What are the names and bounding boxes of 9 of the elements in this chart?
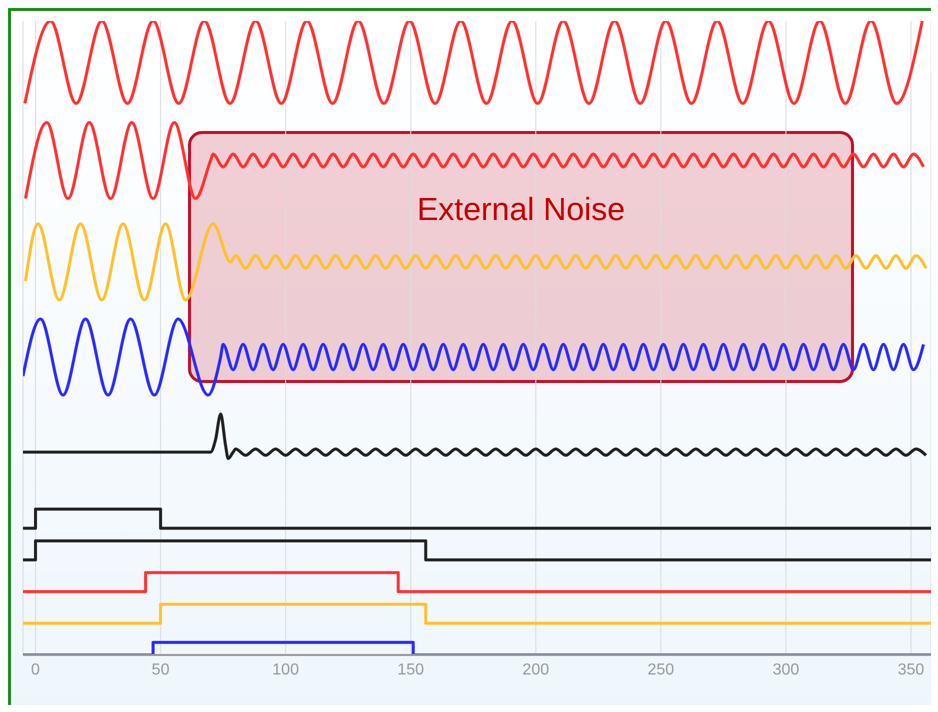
x-tick-label: 0 — [31, 661, 40, 678]
x-tick-label: 300 — [772, 661, 800, 678]
annotation: External Noise — [416, 191, 626, 228]
x-tick-label: 150 — [397, 661, 424, 678]
x-tick-label: 100 — [272, 661, 300, 678]
x-tick-label: 250 — [648, 661, 674, 678]
x-tick-label: 200 — [522, 661, 550, 678]
x-tick-label: 350 — [898, 661, 924, 678]
x-tick-label: 50 — [152, 661, 170, 678]
